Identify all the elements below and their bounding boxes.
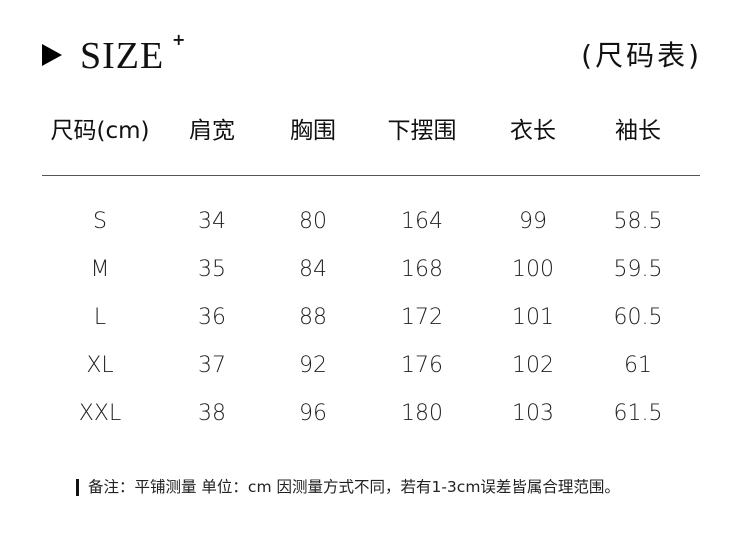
table-cell: 61.5 (613, 401, 663, 426)
table-cell: 92 (299, 353, 327, 378)
note-text: 备注：平铺测量 单位：cm 因测量方式不同，若有1-3cm误差皆属合理范围。 (88, 478, 620, 496)
table-cell: 58.5 (613, 209, 663, 234)
column-header: 衣长 (510, 118, 556, 144)
column-header: 胸围 (290, 118, 336, 144)
table-cell: 99 (519, 209, 547, 234)
table-cell: 101 (512, 305, 554, 330)
size-label: XXL (78, 401, 122, 426)
table-cell: 102 (512, 353, 554, 378)
table-cell: 84 (299, 257, 327, 282)
size-label: XL (86, 353, 114, 378)
column-header: 肩宽 (189, 118, 235, 144)
header-divider (42, 175, 700, 176)
table-cell: 80 (299, 209, 327, 234)
play-triangle-icon (42, 44, 62, 66)
table-cell: 164 (401, 209, 443, 234)
table-cell: 35 (198, 257, 226, 282)
table-cell: 38 (198, 401, 226, 426)
table-cell: 100 (512, 257, 554, 282)
table-cell: 37 (198, 353, 226, 378)
column-header: 袖长 (615, 118, 661, 144)
page-subtitle: (尺码表) (581, 39, 702, 72)
size-label: M (90, 257, 110, 282)
page-title: SIZE (80, 35, 165, 77)
size-label: L (93, 305, 107, 330)
table-cell: 36 (198, 305, 226, 330)
table-cell: 61 (624, 353, 652, 378)
size-label: S (93, 209, 107, 234)
column-header: 尺码(cm) (50, 118, 150, 144)
table-cell: 59.5 (613, 257, 663, 282)
table-cell: 172 (401, 305, 443, 330)
column-header: 下摆围 (387, 118, 457, 144)
table-cell: 34 (198, 209, 226, 234)
table-cell: 60.5 (613, 305, 663, 330)
table-cell: 176 (401, 353, 443, 378)
table-cell: 103 (512, 401, 554, 426)
table-cell: 180 (401, 401, 443, 426)
title-superscript: + (172, 30, 186, 49)
table-cell: 88 (299, 305, 327, 330)
table-cell: 168 (401, 257, 443, 282)
table-cell: 96 (299, 401, 327, 426)
note-marker (76, 479, 79, 496)
